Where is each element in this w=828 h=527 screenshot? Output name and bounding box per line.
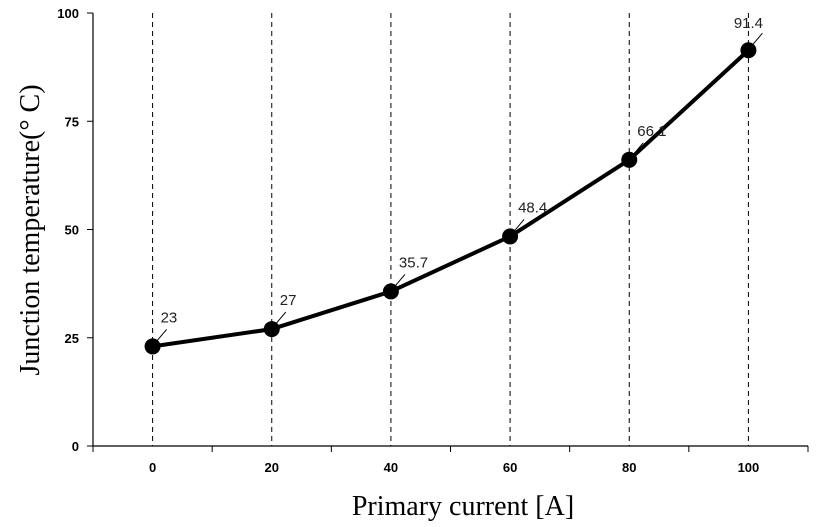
data-label: 91.4 [734,15,763,32]
data-point [502,228,519,245]
x-axis-title: Primary current [A] [352,491,574,522]
y-axis-title: Junction temperature(° C) [15,84,46,375]
data-label: 48.4 [518,199,547,216]
series [144,42,757,355]
x-tick-label: 0 [149,460,156,475]
x-tick-label: 80 [622,460,636,475]
vertical-gridlines [152,13,749,446]
y-tick-label: 50 [65,223,79,238]
data-label: 27 [280,292,297,309]
tick-marks [87,12,809,452]
x-tick-label: 100 [738,460,760,475]
data-point [263,321,280,338]
data-label-leader [512,219,525,233]
y-tick-label: 0 [72,439,79,454]
tick-labels: 0 20 40 60 80 100 0 25 50 75 100 [57,6,759,475]
data-point [621,151,638,168]
x-tick-label: 60 [503,460,517,475]
data-label-leader [751,32,763,47]
y-tick-label: 75 [65,114,79,129]
data-label-leader [631,142,644,157]
data-label: 66.1 [637,123,666,140]
axes [92,13,808,447]
x-tick-label: 40 [384,460,398,475]
data-point [144,338,161,355]
x-tick-label: 20 [265,460,279,475]
y-tick-label: 25 [65,331,79,346]
data-label: 23 [161,309,178,326]
data-point [740,42,757,59]
data-label-leader [155,329,167,343]
y-tick-label: 100 [57,6,79,21]
data-label-leader [393,274,406,288]
data-label-leader [274,311,287,326]
series-line [152,48,750,349]
data-point [382,283,399,300]
data-label: 35.7 [399,254,428,271]
data-labels: 23 27 35.7 48.4 66.1 91.4 [155,15,763,343]
